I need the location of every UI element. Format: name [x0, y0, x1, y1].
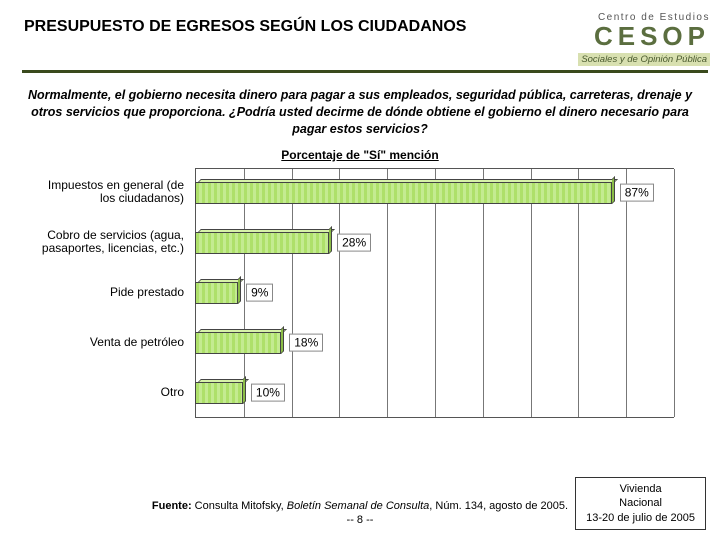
bar-body	[195, 332, 281, 354]
bar	[195, 329, 281, 357]
value-label: 9%	[246, 283, 273, 302]
value-label: 28%	[337, 233, 371, 252]
bar	[195, 179, 612, 207]
category-label: Otro	[30, 386, 190, 400]
page-title: PRESUPUESTO DE EGRESOS SEGÚN LOS CIUDADA…	[24, 12, 466, 36]
category-label: Venta de petróleo	[30, 336, 190, 350]
value-label: 10%	[251, 383, 285, 402]
value-label: 18%	[289, 333, 323, 352]
category-label: Pide prestado	[30, 286, 190, 300]
meta-line-2: Nacional	[586, 496, 695, 510]
chart-subtitle: Porcentaje de "Sí" mención	[0, 148, 720, 162]
survey-question: Normalmente, el gobierno necesita dinero…	[0, 73, 720, 138]
source-prefix: Fuente:	[152, 500, 195, 512]
bar	[195, 279, 238, 307]
logo-line-mid: CESOP	[550, 23, 710, 49]
bar-body	[195, 232, 329, 254]
bar	[195, 379, 243, 407]
bar	[195, 229, 329, 257]
source-tail: , Núm. 134, agosto de 2005.	[429, 500, 568, 512]
bar-side	[329, 226, 332, 254]
meta-line-3: 13-20 de julio de 2005	[586, 511, 695, 525]
chart: Impuestos en general (de los ciudadanos)…	[30, 168, 674, 418]
logo-line-bot: Sociales y de Opinión Pública	[578, 53, 710, 66]
bar-side	[612, 176, 615, 204]
category-label: Cobro de servicios (agua, pasaportes, li…	[30, 229, 190, 257]
org-logo: Centro de Estudios CESOP Sociales y de O…	[550, 12, 710, 66]
bar-side	[281, 326, 284, 354]
meta-line-1: Vivienda	[586, 482, 695, 496]
source-italic: Boletín Semanal de Consulta	[287, 500, 429, 512]
survey-meta-box: Vivienda Nacional 13-20 de julio de 2005	[575, 477, 706, 530]
bar-body	[195, 282, 238, 304]
gridline	[626, 169, 627, 417]
source-body: Consulta Mitofsky,	[195, 500, 287, 512]
bar-body	[195, 382, 243, 404]
bar-side	[238, 276, 241, 304]
gridline	[674, 169, 675, 417]
category-label: Impuestos en general (de los ciudadanos)	[30, 179, 190, 207]
bar-body	[195, 182, 612, 204]
value-label: 87%	[620, 183, 654, 202]
bar-side	[243, 376, 246, 404]
